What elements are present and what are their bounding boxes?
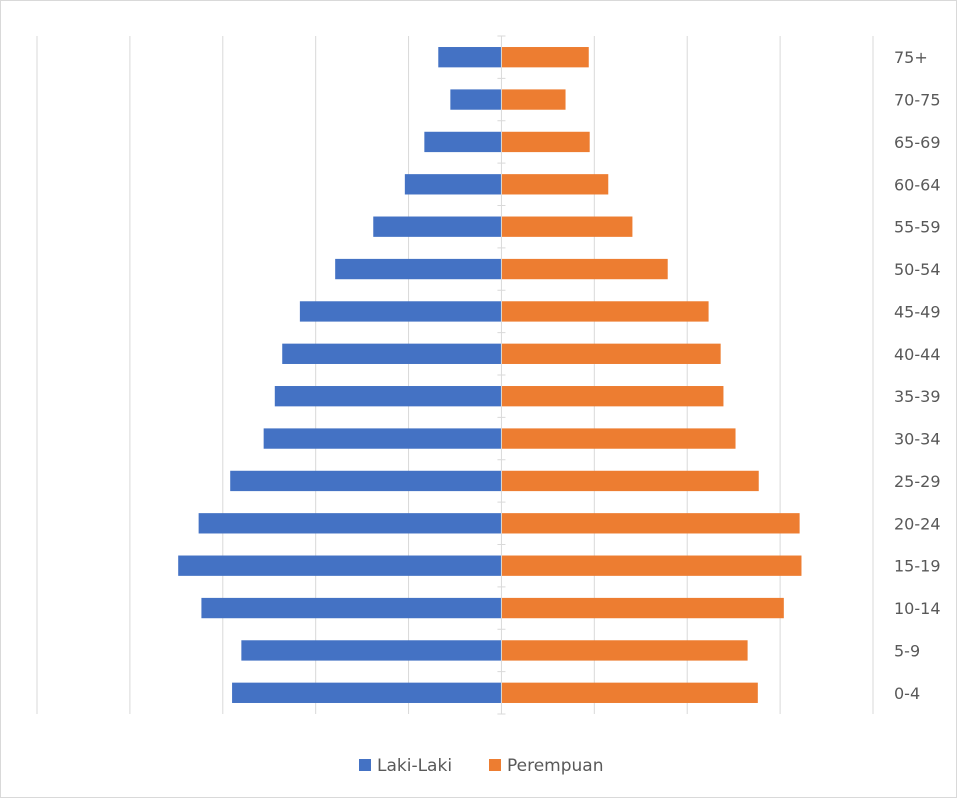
category-label: 70-75 bbox=[894, 91, 941, 110]
gridlines bbox=[36, 36, 874, 714]
bar-male-40-44 bbox=[282, 343, 502, 364]
bar-male-20-24 bbox=[198, 513, 502, 534]
legend: Laki-Laki Perempuan bbox=[359, 756, 604, 776]
category-label: 45-49 bbox=[894, 302, 941, 321]
bar-female-70-75 bbox=[501, 89, 566, 110]
bar-female-35-39 bbox=[501, 386, 724, 407]
bar-male-50-54 bbox=[335, 258, 502, 280]
legend-swatch-female bbox=[489, 759, 501, 771]
bar-male-60-64 bbox=[404, 174, 502, 195]
bar-female-10-14 bbox=[501, 597, 784, 619]
bar-female-5-9 bbox=[501, 640, 748, 661]
category-label: 5-9 bbox=[894, 641, 920, 660]
category-label: 50-54 bbox=[894, 260, 941, 279]
bar-male-0-4 bbox=[232, 682, 502, 703]
category-label: 20-24 bbox=[894, 514, 941, 533]
category-label: 55-59 bbox=[894, 218, 941, 237]
legend-label-female: Perempuan bbox=[507, 756, 604, 776]
category-label: 35-39 bbox=[894, 387, 941, 406]
bar-male-45-49 bbox=[299, 301, 502, 322]
legend-swatch-male bbox=[359, 759, 371, 771]
bar-female-45-49 bbox=[501, 301, 709, 322]
bar-female-60-64 bbox=[501, 174, 609, 195]
bar-female-20-24 bbox=[501, 513, 800, 534]
category-label: 0-4 bbox=[894, 684, 920, 703]
bar-female-65-69 bbox=[501, 131, 590, 153]
bar-female-55-59 bbox=[501, 216, 633, 237]
bar-female-25-29 bbox=[501, 470, 759, 492]
category-label: 30-34 bbox=[894, 430, 941, 449]
bar-female-15-19 bbox=[501, 555, 802, 576]
bar-male-70-75 bbox=[450, 89, 502, 110]
bar-female-0-4 bbox=[501, 682, 758, 703]
category-label: 60-64 bbox=[894, 175, 941, 194]
bar-male-15-19 bbox=[178, 555, 502, 576]
center-axis bbox=[497, 35, 506, 715]
bar-male-30-34 bbox=[263, 428, 502, 449]
category-label: 15-19 bbox=[894, 557, 941, 576]
category-label: 10-14 bbox=[894, 599, 941, 618]
bar-female-50-54 bbox=[501, 258, 668, 280]
bar-male-35-39 bbox=[274, 386, 502, 407]
bar-male-5-9 bbox=[241, 640, 502, 661]
bar-male-55-59 bbox=[373, 216, 502, 237]
category-label: 75+ bbox=[894, 48, 928, 67]
bar-male-10-14 bbox=[201, 597, 502, 619]
bars bbox=[178, 47, 802, 703]
bar-male-25-29 bbox=[230, 470, 502, 492]
category-label: 40-44 bbox=[894, 345, 941, 364]
category-label: 65-69 bbox=[894, 133, 941, 152]
bar-male-65-69 bbox=[424, 131, 502, 153]
bar-male-75+ bbox=[438, 47, 502, 68]
category-labels: 0-4 5-9 10-14 15-19 20-24 25-29 30-34 35-39 40-4… bbox=[894, 48, 941, 703]
legend-label-male: Laki-Laki bbox=[377, 756, 452, 776]
bar-female-75+ bbox=[501, 47, 589, 68]
bar-female-30-34 bbox=[501, 428, 736, 449]
bar-female-40-44 bbox=[501, 343, 721, 364]
category-label: 25-29 bbox=[894, 472, 941, 491]
